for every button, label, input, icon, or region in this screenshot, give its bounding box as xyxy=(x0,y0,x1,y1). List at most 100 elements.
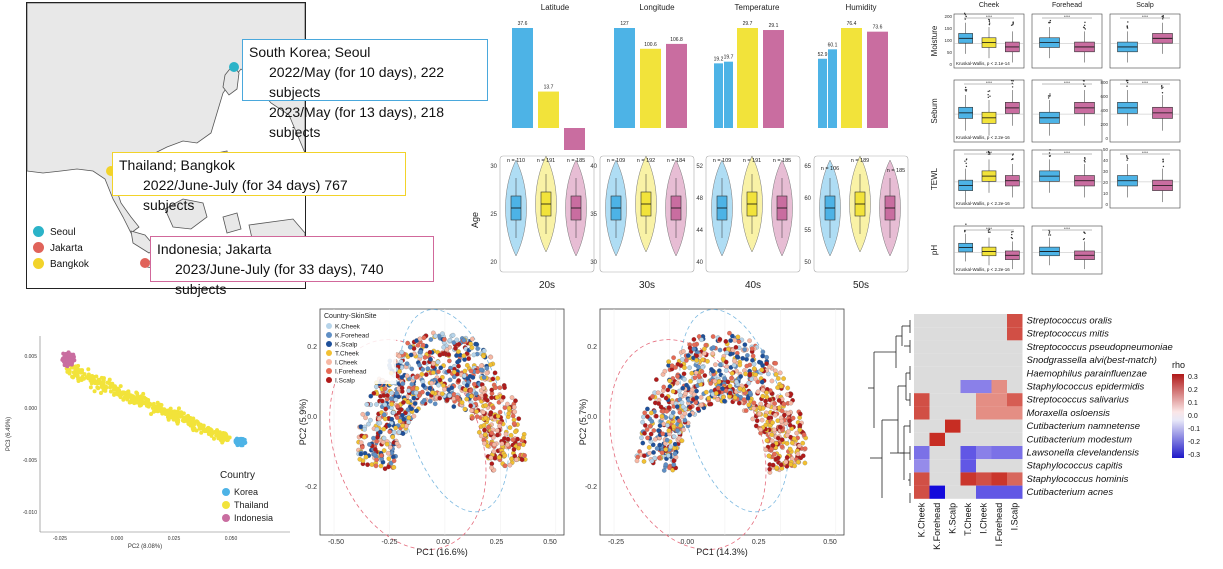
pca-point xyxy=(430,390,435,395)
pca-point xyxy=(749,376,754,382)
heatmap-legend-tick: 0.1 xyxy=(1188,400,1198,407)
pca-point xyxy=(497,385,503,390)
pca-point xyxy=(380,439,386,445)
heatmap-cell xyxy=(991,366,1007,380)
pca-point xyxy=(751,406,757,411)
pca-point xyxy=(746,402,752,408)
pca1-point xyxy=(79,370,84,375)
pca-point xyxy=(691,346,697,352)
pca1-point xyxy=(155,404,160,409)
boxplot-outlier xyxy=(1049,149,1051,151)
heatmap-cell xyxy=(960,406,976,420)
pca1-point xyxy=(99,375,104,380)
heatmap-colorbar xyxy=(1172,374,1184,458)
pca-point xyxy=(771,451,777,457)
boxplot-outlier xyxy=(1127,157,1129,160)
pca-point xyxy=(399,385,405,391)
pca-point xyxy=(708,381,713,386)
boxplot-outlier xyxy=(1010,79,1013,82)
violin-n-label: n = 106 xyxy=(821,166,840,172)
pca-point xyxy=(664,409,670,414)
pca-point xyxy=(456,349,461,354)
pca1-point xyxy=(176,413,181,418)
pca-point xyxy=(802,446,808,451)
pca-point xyxy=(447,393,453,399)
pca-point xyxy=(374,402,379,407)
pca-point xyxy=(666,359,671,364)
violin-ytick: 40 xyxy=(590,164,597,170)
pca-point xyxy=(436,382,441,388)
pca-point xyxy=(391,410,396,415)
boxplot-outlier xyxy=(1010,236,1013,239)
boxplot-stat-label: Kruskal-Wallis, p < 2.2e-16 xyxy=(956,201,1010,206)
boxplot-outlier xyxy=(1084,85,1086,87)
pca-point xyxy=(755,389,761,395)
pca-point xyxy=(700,357,705,363)
boxplot-outlier xyxy=(964,18,966,20)
pca-point xyxy=(368,393,374,399)
pca1-point xyxy=(194,419,199,424)
heatmap-column-label: I.Forehead xyxy=(994,503,1004,547)
pca-point xyxy=(767,397,773,403)
heatmap-cell xyxy=(1007,380,1023,394)
boxplot-sig-label: **** xyxy=(1064,80,1071,85)
pca1-ytick: 0.000 xyxy=(24,406,37,412)
pca-point xyxy=(764,390,769,395)
heatmap-cell xyxy=(914,446,930,460)
pca1-point xyxy=(220,433,225,438)
violin-ytick: 65 xyxy=(804,164,811,170)
violin-n-label: n = 184 xyxy=(667,158,686,164)
pca-point xyxy=(414,386,420,391)
pca-point xyxy=(410,386,416,391)
legend-jakarta: Jakarta xyxy=(33,241,89,257)
pca-point xyxy=(505,401,510,407)
callout-seoul-title: South Korea; Seoul xyxy=(249,44,371,60)
pca-xlabel: PC1 (16.6%) xyxy=(416,547,468,557)
pca-point xyxy=(456,363,461,369)
boxplot-ytick: 0 xyxy=(1105,202,1108,207)
heatmap-cell xyxy=(945,327,961,341)
heatmap-cell xyxy=(1007,353,1023,367)
pca-point xyxy=(694,395,699,400)
heatmap-cell xyxy=(945,366,961,380)
pca-ytick: 0.0 xyxy=(587,414,597,421)
heatmap-cell xyxy=(929,446,945,460)
boxplot-outlier xyxy=(989,152,991,154)
pca-point xyxy=(800,440,806,446)
pca-point xyxy=(767,364,772,370)
heatmap-row-label: Staphylococcus capitis xyxy=(1027,461,1123,472)
bar-mark xyxy=(564,128,585,150)
boxplot-sig-label: **** xyxy=(1142,80,1149,85)
heatmap-cell xyxy=(960,432,976,446)
pca-point xyxy=(789,440,795,446)
pca-point xyxy=(393,397,399,403)
pca-point xyxy=(677,388,682,394)
pca1-point xyxy=(175,421,180,426)
boxplot-outlier xyxy=(988,20,991,23)
pca-point xyxy=(715,397,720,402)
pca-point xyxy=(414,408,419,414)
pca-point xyxy=(683,391,688,396)
heatmap-cell xyxy=(945,380,961,394)
boxplot-row-title: TEWL xyxy=(930,167,939,190)
pca-point xyxy=(711,345,716,350)
pca-point xyxy=(382,412,387,418)
pca-point xyxy=(489,430,494,436)
pca-point xyxy=(468,368,474,374)
boxplot-outlier xyxy=(1049,19,1052,22)
boxplot-outlier xyxy=(1082,80,1085,82)
heatmap-cell xyxy=(976,459,992,473)
pca-point xyxy=(500,395,506,400)
boxplot-ytick: 0 xyxy=(949,62,952,67)
pca-point xyxy=(783,459,789,465)
heatmap-cell xyxy=(976,366,992,380)
pca-point xyxy=(482,441,487,446)
heatmap-cell xyxy=(1007,340,1023,354)
pca-point xyxy=(513,429,518,434)
pca-point xyxy=(488,354,494,360)
boxplot-ytick: 40 xyxy=(1103,158,1109,163)
pca-point xyxy=(381,435,387,441)
pca-legend-label: K.Cheek xyxy=(335,324,361,331)
pca1-point xyxy=(176,418,181,423)
bar-value-label: 19.7 xyxy=(724,55,734,61)
